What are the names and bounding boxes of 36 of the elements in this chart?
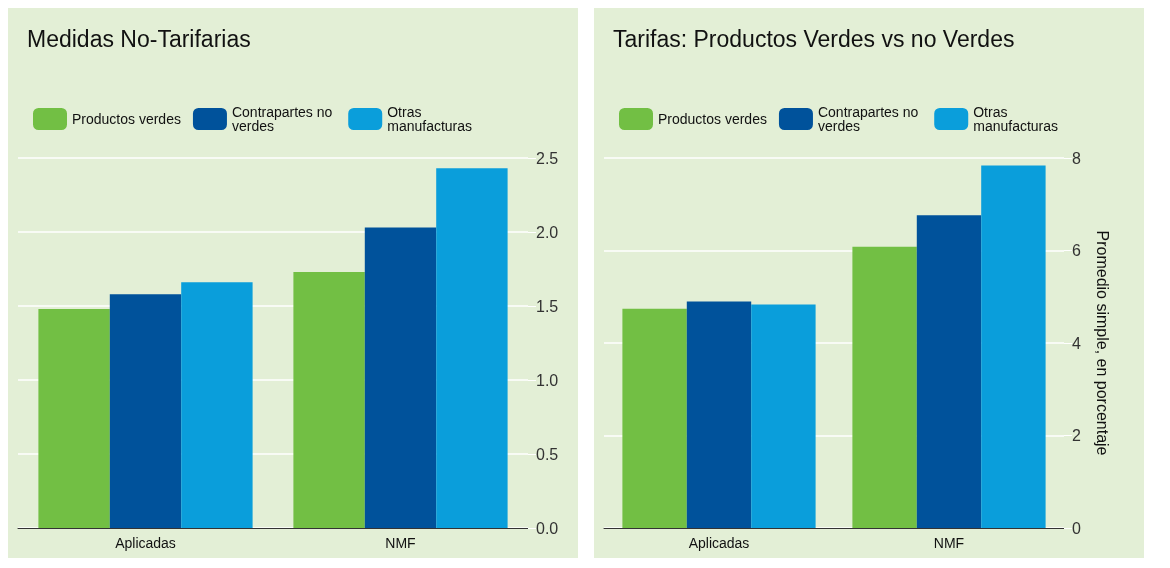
legend-label: Contrapartes no verdes xyxy=(231,104,337,134)
bar xyxy=(852,246,917,528)
x-tick-label: NMF xyxy=(933,535,965,551)
y-tick-label: 2.5 xyxy=(536,149,559,167)
x-tick-label: NMF xyxy=(385,535,416,551)
x-tick-label: Aplicadas xyxy=(688,535,750,551)
bar xyxy=(981,165,1046,528)
bar xyxy=(686,301,752,528)
legend-label: Otras manufacturas xyxy=(973,104,1059,134)
legend-label: Productos verdes xyxy=(658,111,767,127)
bar xyxy=(181,282,253,528)
y-tick-label: 1.0 xyxy=(536,371,559,389)
bar xyxy=(364,227,437,528)
y-tick-label: 6 xyxy=(1072,242,1081,259)
y-tick-label: 2.0 xyxy=(536,223,559,241)
y-tick-label: 0.0 xyxy=(536,519,559,537)
y-tick-label: 0 xyxy=(1072,519,1081,537)
bar xyxy=(916,215,982,528)
y-axis-title: Promedio simple, en porcentaje xyxy=(1093,230,1111,456)
legend-label: Productos verdes xyxy=(72,111,181,127)
bar xyxy=(109,294,182,528)
bar xyxy=(436,168,508,528)
bar xyxy=(293,271,365,528)
legend-label: Contrapartes no verdes xyxy=(817,104,923,134)
bar xyxy=(751,304,816,528)
chart-title: Tarifas: Productos Verdes vs no Verdes xyxy=(613,25,1015,52)
y-tick-label: 4 xyxy=(1072,334,1081,352)
y-tick-label: 2 xyxy=(1072,427,1081,444)
chart-title: Medidas No-Tarifarias xyxy=(27,25,251,52)
y-tick-label: 8 xyxy=(1072,149,1081,167)
x-tick-label: Aplicadas xyxy=(115,535,176,551)
bar xyxy=(622,308,687,528)
bar xyxy=(38,308,110,528)
y-tick-label: 1.5 xyxy=(536,297,559,315)
y-tick-label: 0.5 xyxy=(536,445,559,463)
legend-label: Otras manufacturas xyxy=(387,104,473,134)
